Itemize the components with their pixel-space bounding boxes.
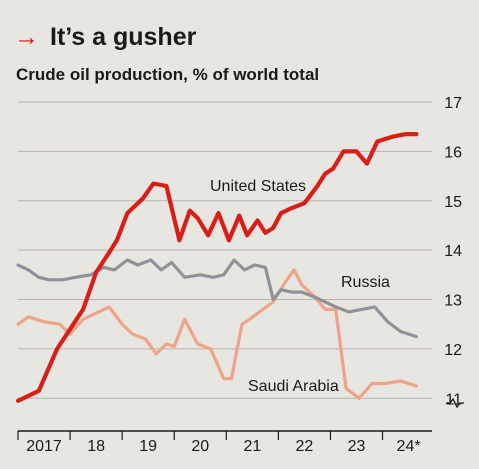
chart-subtitle: Crude oil production, % of world total bbox=[16, 65, 319, 84]
series-line-united-states bbox=[15, 132, 419, 403]
series-line-russia bbox=[16, 258, 418, 339]
y-tick-label: 16 bbox=[444, 144, 462, 161]
chart-title: It’s a gusher bbox=[50, 23, 197, 51]
y-tick-label: 13 bbox=[444, 293, 462, 310]
y-tick-label: 14 bbox=[444, 243, 462, 260]
series-label-united-states: United States bbox=[210, 178, 306, 195]
axis-break-icon bbox=[446, 397, 464, 409]
x-tick-label: 2017 bbox=[26, 438, 62, 455]
x-tick-label: 24* bbox=[397, 438, 421, 455]
series-label-russia: Russia bbox=[341, 274, 390, 291]
y-tick-label: 17 bbox=[444, 95, 462, 112]
x-tick-label: 18 bbox=[87, 438, 105, 455]
series-labels: United States Russia Saudi Arabia bbox=[210, 178, 390, 395]
x-tick-label: 22 bbox=[296, 438, 314, 455]
x-tick-label: 23 bbox=[348, 438, 366, 455]
series-lines bbox=[15, 132, 419, 403]
y-tick-label: 15 bbox=[444, 194, 462, 211]
series-line-saudi-arabia bbox=[16, 268, 418, 400]
title-arrow-icon: → bbox=[14, 23, 39, 51]
y-tick-label: 12 bbox=[444, 342, 462, 359]
series-label-saudi-arabia: Saudi Arabia bbox=[248, 378, 339, 395]
x-tick-label: 20 bbox=[191, 438, 209, 455]
x-tick-label: 21 bbox=[243, 438, 261, 455]
x-tick-label: 19 bbox=[139, 438, 157, 455]
